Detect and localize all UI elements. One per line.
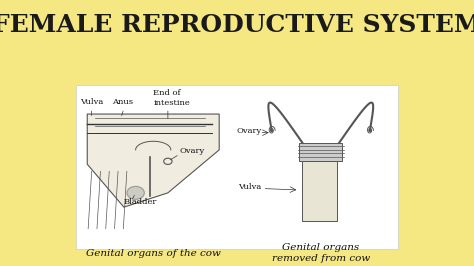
Text: Anus: Anus: [112, 98, 133, 106]
Text: FEMALE REPRODUCTIVE SYSTEM: FEMALE REPRODUCTIVE SYSTEM: [0, 13, 474, 37]
Text: intestine: intestine: [153, 99, 190, 107]
Text: Ovary: Ovary: [237, 127, 262, 135]
Text: Genital organs of the cow: Genital organs of the cow: [86, 248, 221, 257]
Bar: [299, 143, 342, 161]
Text: Ovary: Ovary: [180, 147, 205, 155]
Circle shape: [127, 186, 145, 199]
Text: Genital organs
removed from cow: Genital organs removed from cow: [272, 243, 370, 263]
Text: End of: End of: [153, 89, 181, 97]
Bar: [302, 161, 337, 222]
Polygon shape: [87, 114, 219, 207]
FancyBboxPatch shape: [76, 85, 398, 249]
Text: Vulva: Vulva: [80, 98, 103, 106]
Text: Vulva: Vulva: [238, 182, 261, 190]
Text: Bladder: Bladder: [124, 198, 157, 206]
